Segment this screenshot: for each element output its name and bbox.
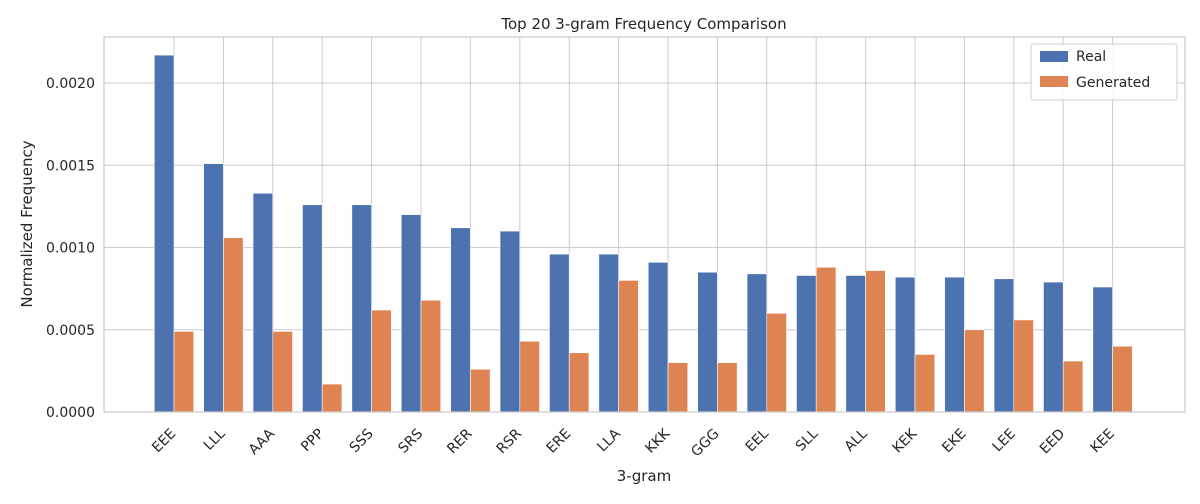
bar-real-rer bbox=[450, 227, 471, 413]
bar-real-eke bbox=[944, 276, 965, 413]
legend-swatch-real bbox=[1040, 51, 1068, 62]
bar-real-all bbox=[845, 275, 866, 413]
bar-real-rsr bbox=[499, 230, 521, 413]
x-tick-label: LEE bbox=[990, 426, 1019, 455]
y-tick-label: 0.0010 bbox=[46, 241, 95, 257]
x-tick-label: ERE bbox=[544, 426, 575, 457]
bar-generated-all bbox=[865, 270, 886, 413]
bar-generated-eel bbox=[766, 313, 787, 413]
chart-title: Top 20 3-gram Frequency Comparison bbox=[500, 15, 786, 33]
legend-swatch-generated bbox=[1040, 76, 1068, 87]
x-tick-label: SRS bbox=[395, 426, 426, 457]
bar-real-eed bbox=[1043, 281, 1064, 413]
x-tick-label: KEK bbox=[890, 425, 921, 456]
bar-real-lla bbox=[598, 253, 619, 413]
bar-generated-kek bbox=[914, 354, 936, 413]
bar-real-ppp bbox=[302, 204, 323, 413]
bar-real-lll bbox=[203, 163, 224, 413]
bar-generated-eke bbox=[964, 329, 985, 413]
bar-real-kkk bbox=[647, 262, 669, 413]
bar-real-eee bbox=[153, 54, 175, 413]
bar-real-kee bbox=[1092, 286, 1113, 413]
bar-generated-aaa bbox=[272, 331, 293, 413]
y-tick-label: 0.0015 bbox=[46, 158, 95, 174]
bar-generated-lla bbox=[618, 280, 639, 413]
x-tick-label: LLA bbox=[594, 426, 624, 456]
bar-generated-lee bbox=[1013, 319, 1034, 413]
axes-frame bbox=[103, 36, 1186, 413]
bar-real-lee bbox=[993, 278, 1015, 413]
legend-label-generated: Generated bbox=[1076, 75, 1150, 91]
bar-generated-srs bbox=[420, 299, 442, 413]
bar-generated-sss bbox=[371, 309, 392, 413]
y-tick-label: 0.0000 bbox=[46, 405, 95, 421]
bar-real-ggg bbox=[697, 271, 718, 413]
bar-real-kek bbox=[894, 276, 916, 413]
x-tick-label: ALL bbox=[842, 426, 871, 455]
bar-real-ere bbox=[549, 253, 570, 413]
bar-generated-sll bbox=[815, 266, 837, 413]
x-tick-label: EEL bbox=[743, 426, 772, 455]
bar-generated-ggg bbox=[717, 362, 738, 413]
x-tick-label: AAA bbox=[246, 426, 278, 458]
bar-real-sll bbox=[796, 275, 817, 413]
bar-generated-ppp bbox=[321, 383, 343, 413]
x-tick-label: GGG bbox=[688, 426, 722, 460]
x-tick-label: SSS bbox=[347, 426, 377, 456]
x-tick-label: PPP bbox=[298, 426, 327, 455]
bar-generated-ere bbox=[568, 352, 590, 413]
bar-generated-lll bbox=[223, 237, 244, 413]
y-tick-label: 0.0005 bbox=[46, 323, 95, 339]
y-axis-label: Normalized Frequency bbox=[18, 140, 36, 307]
x-tick-label: EKE bbox=[939, 426, 969, 456]
y-tick-labels: 0.0000 0.0005 0.0010 0.0015 0.0020 bbox=[46, 76, 95, 421]
legend-label-real: Real bbox=[1076, 49, 1106, 65]
x-tick-labels: EEE LLL AAA PPP SSS SRS RER RSR ERE LLA KKK GGG EEL S… bbox=[149, 425, 1118, 460]
bar-generated-rer bbox=[470, 368, 491, 413]
x-tick-label: SLL bbox=[793, 426, 822, 455]
x-axis-label: 3-gram bbox=[617, 467, 671, 485]
x-tick-label: KEE bbox=[1087, 426, 1117, 456]
x-tick-label: RER bbox=[444, 426, 476, 458]
bar-real-sss bbox=[351, 204, 372, 413]
x-tick-label: LLL bbox=[201, 426, 229, 454]
x-tick-label: EED bbox=[1037, 426, 1068, 457]
bar-generated-eed bbox=[1062, 360, 1084, 413]
bar-generated-kee bbox=[1112, 345, 1133, 413]
x-tick-label: RSR bbox=[494, 426, 526, 458]
bar-real-aaa bbox=[252, 192, 274, 413]
x-tick-label: EEE bbox=[149, 426, 179, 456]
x-tick-label: KKK bbox=[642, 425, 673, 456]
bar-real-srs bbox=[400, 214, 422, 413]
bars-layer bbox=[153, 54, 1133, 413]
bar-generated-kkk bbox=[667, 362, 689, 413]
legend: Real Generated bbox=[1030, 43, 1178, 101]
bar-real-eel bbox=[746, 273, 768, 413]
y-tick-label: 0.0020 bbox=[46, 76, 95, 92]
bar-generated-eee bbox=[173, 331, 195, 413]
bar-generated-rsr bbox=[519, 340, 540, 413]
